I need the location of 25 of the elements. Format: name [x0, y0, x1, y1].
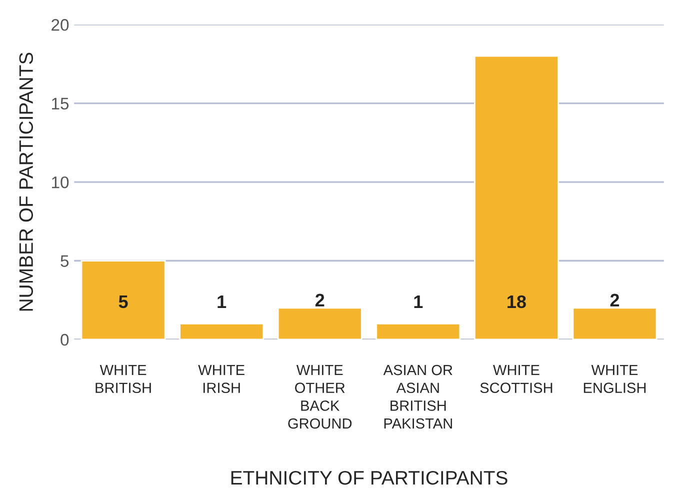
data-label: 5: [118, 296, 128, 308]
bar: [474, 55, 559, 340]
x-tick-label: WHITE BRITISH: [96, 365, 151, 394]
bar: [376, 323, 461, 340]
data-label: 1: [414, 296, 423, 308]
y-tick-label: 5: [60, 255, 69, 267]
y-tick-label: 15: [52, 98, 69, 110]
x-tick-label: ASIAN OR ASIAN BRITISH PAKISTAN: [383, 364, 452, 429]
x-tick-label: WHITE IRISH: [198, 365, 244, 394]
y-tick-label: 10: [52, 176, 69, 188]
x-tick-label: WHITE OTHER BACK GROUND: [288, 365, 352, 429]
x-tick-label: WHITE ENGLISH: [584, 365, 646, 394]
data-label: 18: [508, 295, 526, 308]
x-axis-title: ETHNICITY OF PARTICIPANTS: [231, 470, 508, 485]
x-tick-label: WHITE SCOTTISH: [480, 365, 552, 394]
y-axis-title: NUMBER OF PARTICIPANTS: [19, 52, 34, 311]
data-label: 2: [610, 294, 620, 306]
y-tick-label: 20: [52, 19, 69, 31]
data-label: 1: [218, 296, 226, 308]
data-label: 2: [315, 294, 324, 306]
bar: [80, 260, 166, 340]
bar: [179, 323, 264, 340]
y-tick-label: 0: [60, 334, 69, 346]
bar: [572, 307, 658, 340]
bar: [277, 307, 362, 340]
